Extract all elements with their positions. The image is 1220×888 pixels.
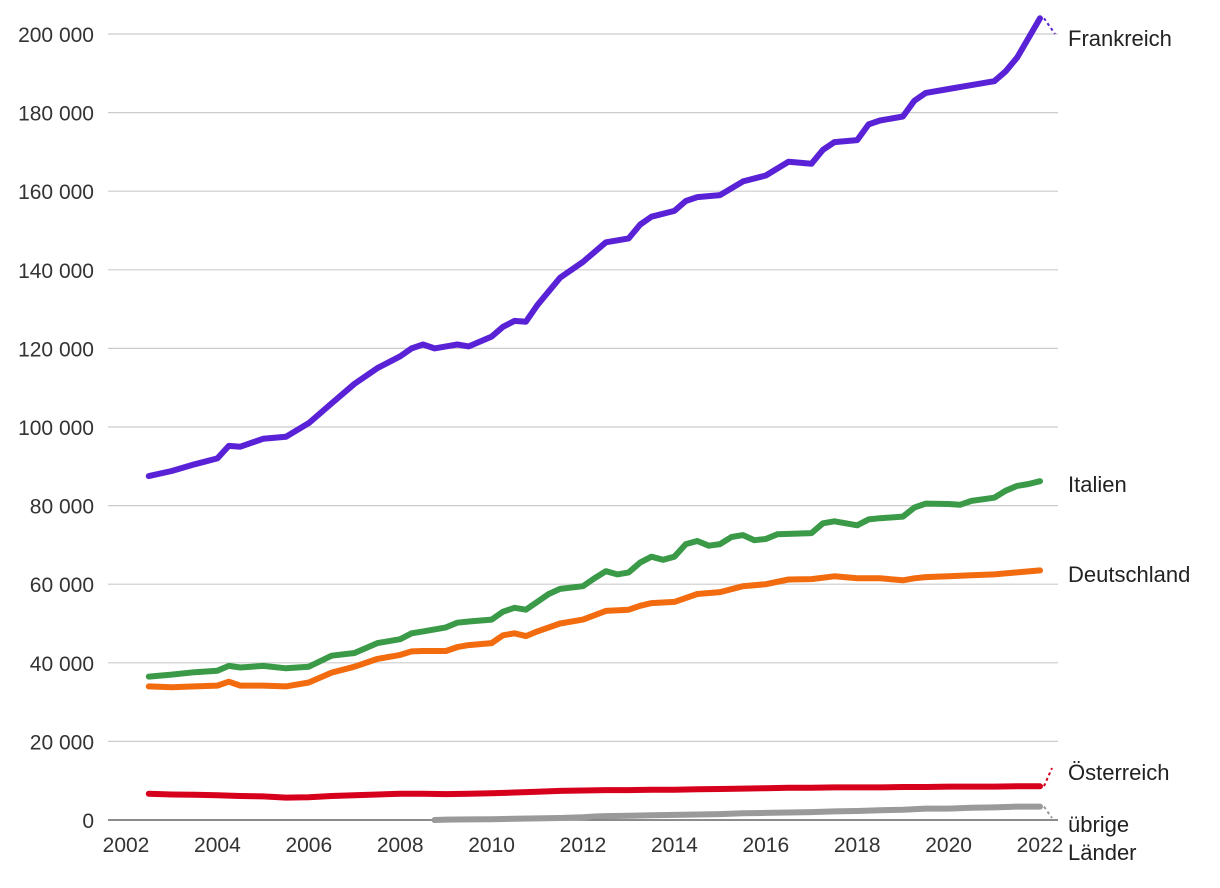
x-tick-label: 2012 — [560, 834, 607, 857]
series-line-oesterreich — [145, 783, 1043, 801]
y-tick-label: 80 000 — [30, 496, 94, 519]
y-axis-tick-labels: 0 20 000 40 000 60 000 80 000 100 000 120 000 1… — [18, 24, 94, 833]
label-leader-lines — [1043, 17, 1056, 819]
leader-uebrige-l-nder — [1043, 806, 1053, 819]
y-tick-label: 60 000 — [30, 574, 94, 597]
series-labels: Frankreich Italien Deutschland Österreich üb… — [1068, 26, 1190, 865]
series-lines — [145, 15, 1043, 823]
x-tick-label: 2020 — [925, 834, 972, 857]
y-tick-label: 0 — [82, 810, 94, 833]
x-tick-label: 2016 — [742, 834, 789, 857]
y-tick-label: 120 000 — [18, 338, 94, 361]
series-line-uebrige-l-nder — [431, 803, 1043, 823]
x-tick-label: 2002 — [103, 834, 150, 857]
y-tick-label: 100 000 — [18, 417, 94, 440]
leader-oesterreich — [1043, 767, 1053, 787]
x-tick-label: 2022 — [1017, 834, 1064, 857]
y-tick-label: 140 000 — [18, 260, 94, 283]
x-tick-label: 2006 — [285, 834, 332, 857]
gridlines — [108, 33, 1058, 821]
series-label-frankreich: Frankreich — [1068, 26, 1172, 51]
x-tick-label: 2014 — [651, 834, 698, 857]
x-axis-tick-labels: 2002 2004 2006 2008 2010 2012 2014 2016 2018 2020… — [103, 834, 1064, 857]
series-line-deutschland — [145, 567, 1043, 691]
series-label-oesterreich: Österreich — [1068, 760, 1169, 785]
series-label-uebrige: übrige — [1068, 812, 1129, 837]
y-tick-label: 200 000 — [18, 24, 94, 47]
series-label-italien: Italien — [1068, 472, 1127, 497]
series-label-l-nder: Länder — [1068, 840, 1137, 865]
y-tick-label: 40 000 — [30, 653, 94, 676]
x-tick-label: 2010 — [468, 834, 515, 857]
y-tick-label: 20 000 — [30, 731, 94, 754]
x-tick-label: 2018 — [834, 834, 881, 857]
series-label-deutschland: Deutschland — [1068, 562, 1190, 587]
series-line-italien — [145, 478, 1043, 680]
x-tick-label: 2004 — [194, 834, 241, 857]
x-tick-label: 2008 — [377, 834, 424, 857]
y-tick-label: 160 000 — [18, 181, 94, 204]
leader-frankreich — [1043, 17, 1056, 35]
y-tick-label: 180 000 — [18, 103, 94, 126]
series-line-frankreich — [145, 15, 1043, 480]
